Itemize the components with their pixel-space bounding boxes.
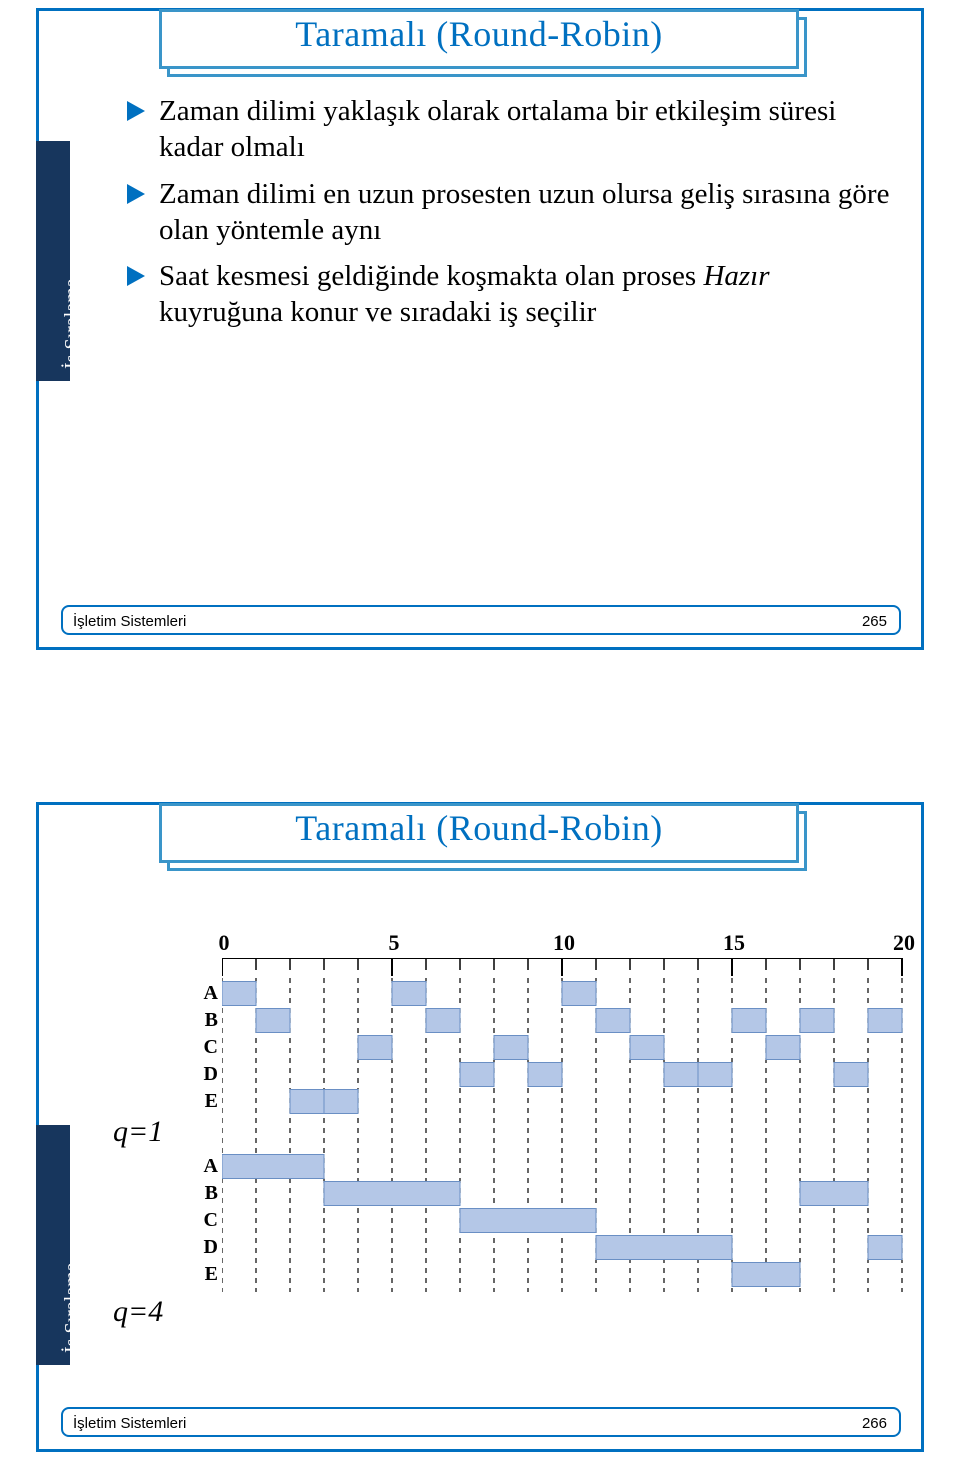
row-label: C [198, 1209, 218, 1232]
sidebar-number: 6 [65, 166, 91, 177]
q4-label: q=4 [113, 1295, 163, 1329]
bullet-item: Saat kesmesi geldiğinde koşmakta olan pr… [127, 258, 897, 331]
slide-title: Taramalı (Round-Robin) [159, 807, 799, 849]
bullet-text: Zaman dilimi en uzun prosesten uzun olur… [159, 178, 889, 246]
slide-2: Taramalı (Round-Robin) 6 İş Sıralama q=1… [36, 802, 924, 1452]
sidebar-number: 6 [65, 1150, 91, 1161]
slide-title: Taramalı (Round-Robin) [159, 13, 799, 55]
bullet-item: Zaman dilimi en uzun prosesten uzun olur… [127, 176, 897, 249]
row-label: E [198, 1263, 218, 1286]
bullet-list: Zaman dilimi yaklaşık olarak ortalama bi… [127, 93, 897, 341]
footer-left: İşletim Sistemleri [73, 613, 186, 630]
footer-box [61, 605, 901, 635]
slide-1: Taramalı (Round-Robin) 6 İş Sıralama Zam… [36, 8, 924, 650]
axis-labels: 05101520 [194, 930, 894, 954]
row-label: C [198, 1036, 218, 1059]
q1-label: q=1 [113, 1115, 163, 1149]
sidebar-label: İş Sıralama [61, 1262, 84, 1353]
row-label: E [198, 1090, 218, 1113]
bullet-text: Zaman dilimi yaklaşık olarak ortalama bi… [159, 95, 836, 163]
sidebar-label: İş Sıralama [61, 278, 84, 369]
gantt-svg [222, 958, 942, 1378]
bullet-text: Saat kesmesi geldiğinde koşmakta olan pr… [159, 260, 770, 328]
axis-tick-label: 10 [553, 930, 575, 956]
axis-tick-label: 5 [389, 930, 400, 956]
row-label: B [198, 1182, 218, 1205]
bullet-triangle-icon [127, 101, 145, 121]
bullet-triangle-icon [127, 266, 145, 286]
gantt-chart: 05101520 ABCDEABCDE [194, 930, 904, 1370]
axis-tick-label: 15 [723, 930, 745, 956]
row-label: B [198, 1009, 218, 1032]
axis-tick-label: 0 [219, 930, 230, 956]
row-label: D [198, 1063, 218, 1086]
axis-tick-label: 20 [893, 930, 915, 956]
footer-page-number: 266 [862, 1415, 887, 1432]
footer-page-number: 265 [862, 613, 887, 630]
footer-box [61, 1407, 901, 1437]
bullet-triangle-icon [127, 184, 145, 204]
footer-left: İşletim Sistemleri [73, 1415, 186, 1432]
row-label: A [198, 1155, 218, 1178]
row-label: A [198, 982, 218, 1005]
row-label: D [198, 1236, 218, 1259]
bullet-item: Zaman dilimi yaklaşık olarak ortalama bi… [127, 93, 897, 166]
